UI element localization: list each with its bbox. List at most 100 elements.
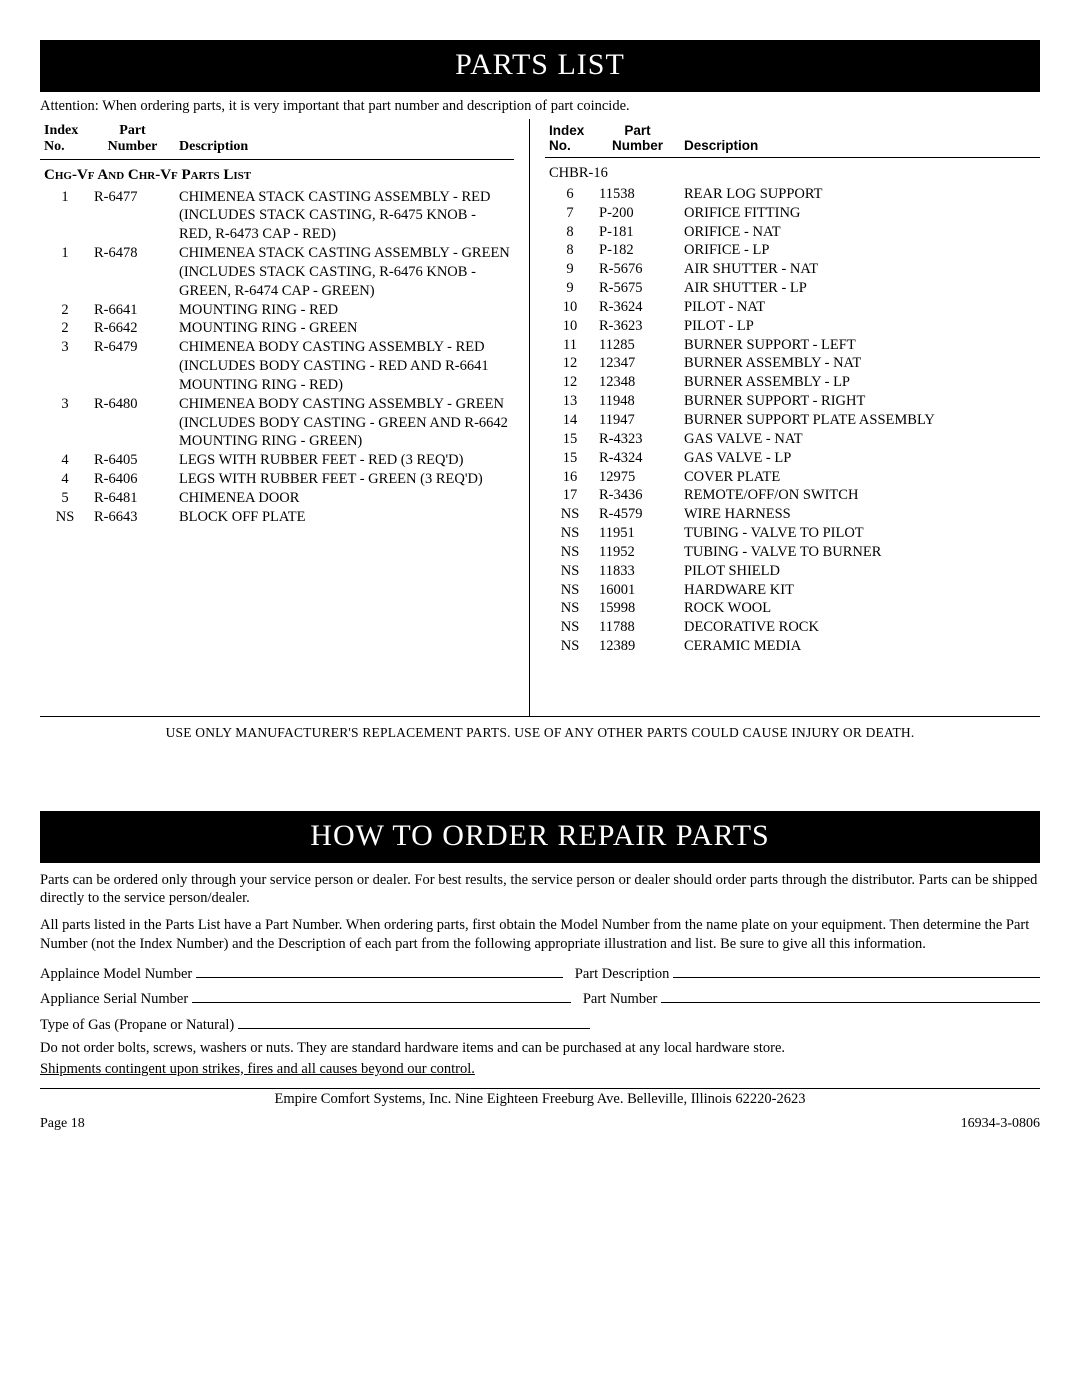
cell-part: R-4323 bbox=[595, 430, 680, 449]
cell-desc: REAR LOG SUPPORT bbox=[680, 185, 1040, 204]
table-row: 4R-6405LEGS WITH RUBBER FEET - RED (3 RE… bbox=[40, 451, 514, 470]
parts-tables: IndexNo. PartNumber Description Chg-Vf A… bbox=[40, 119, 1040, 717]
cell-desc: TUBING - VALVE TO PILOT bbox=[680, 524, 1040, 543]
table-row: NS11952TUBING - VALVE TO BURNER bbox=[545, 543, 1040, 562]
blank-line bbox=[192, 989, 571, 1004]
cell-index: 13 bbox=[545, 392, 595, 411]
table-row: NS16001HARDWARE KIT bbox=[545, 581, 1040, 600]
cell-part: 12975 bbox=[595, 468, 680, 487]
table-row: 8P-181ORIFICE - NAT bbox=[545, 223, 1040, 242]
table-row: 10R-3624PILOT - NAT bbox=[545, 298, 1040, 317]
cell-desc: ORIFICE - NAT bbox=[680, 223, 1040, 242]
cell-index: NS bbox=[545, 618, 595, 637]
order-title: HOW TO ORDER REPAIR PARTS bbox=[40, 811, 1040, 863]
cell-index: 4 bbox=[40, 470, 90, 489]
doc-number: 16934-3-0806 bbox=[961, 1116, 1040, 1132]
table-row: 9R-5676AIR SHUTTER - NAT bbox=[545, 260, 1040, 279]
cell-index: 8 bbox=[545, 223, 595, 242]
table-row: 7P-200ORIFICE FITTING bbox=[545, 204, 1040, 223]
cell-desc: TUBING - VALVE TO BURNER bbox=[680, 543, 1040, 562]
cell-desc: BURNER SUPPORT PLATE ASSEMBLY bbox=[680, 411, 1040, 430]
table-row: 1R-6477CHIMENEA STACK CASTING ASSEMBLY -… bbox=[40, 188, 514, 245]
cell-desc: AIR SHUTTER - NAT bbox=[680, 260, 1040, 279]
cell-index: 17 bbox=[545, 486, 595, 505]
table-row: 4R-6406LEGS WITH RUBBER FEET - GREEN (3 … bbox=[40, 470, 514, 489]
note-shipments: Shipments contingent upon strikes, fires… bbox=[40, 1061, 1040, 1078]
cell-part: R-4324 bbox=[595, 449, 680, 468]
cell-index: NS bbox=[545, 581, 595, 600]
cell-desc: CHIMENEA BODY CASTING ASSEMBLY - GREEN (… bbox=[175, 395, 514, 452]
table-row: 15R-4323GAS VALVE - NAT bbox=[545, 430, 1040, 449]
right-table: IndexNo. PartNumber Description CHBR-16 … bbox=[545, 123, 1040, 656]
cell-desc: PILOT - LP bbox=[680, 317, 1040, 336]
table-row: NS15998ROCK WOOL bbox=[545, 599, 1040, 618]
cell-index: 9 bbox=[545, 260, 595, 279]
right-section-header: CHBR-16 bbox=[545, 158, 1040, 185]
cell-desc: CHIMENEA STACK CASTING ASSEMBLY - GREEN … bbox=[175, 244, 514, 301]
cell-part: R-5675 bbox=[595, 279, 680, 298]
hdr-part-r: PartNumber bbox=[595, 123, 680, 158]
cell-part: 12348 bbox=[595, 373, 680, 392]
cell-desc: ORIFICE FITTING bbox=[680, 204, 1040, 223]
cell-index: 3 bbox=[40, 338, 90, 395]
cell-index: 12 bbox=[545, 373, 595, 392]
table-row: 1R-6478CHIMENEA STACK CASTING ASSEMBLY -… bbox=[40, 244, 514, 301]
cell-part: 16001 bbox=[595, 581, 680, 600]
cell-index: 5 bbox=[40, 489, 90, 508]
cell-part: 11947 bbox=[595, 411, 680, 430]
page-number: Page 18 bbox=[40, 1116, 85, 1132]
label-gas: Type of Gas (Propane or Natural) bbox=[40, 1017, 234, 1034]
cell-desc: PILOT - NAT bbox=[680, 298, 1040, 317]
cell-index: 6 bbox=[545, 185, 595, 204]
blank-line bbox=[196, 963, 563, 978]
table-row: 1111285BURNER SUPPORT - LEFT bbox=[545, 336, 1040, 355]
cell-desc: LEGS WITH RUBBER FEET - GREEN (3 REQ'D) bbox=[175, 470, 514, 489]
table-row: NSR-4579WIRE HARNESS bbox=[545, 505, 1040, 524]
cell-part: 12347 bbox=[595, 354, 680, 373]
cell-part: P-181 bbox=[595, 223, 680, 242]
label-serial: Appliance Serial Number bbox=[40, 991, 188, 1008]
parts-list-title: PARTS LIST bbox=[40, 40, 1040, 92]
blank-row-3: Type of Gas (Propane or Natural) bbox=[40, 1014, 590, 1034]
cell-part: R-6481 bbox=[90, 489, 175, 508]
cell-index: 10 bbox=[545, 298, 595, 317]
cell-part: P-200 bbox=[595, 204, 680, 223]
cell-desc: HARDWARE KIT bbox=[680, 581, 1040, 600]
hdr-index-r: IndexNo. bbox=[545, 123, 595, 158]
cell-index: NS bbox=[545, 505, 595, 524]
cell-index: 2 bbox=[40, 301, 90, 320]
table-row: 9R-5675AIR SHUTTER - LP bbox=[545, 279, 1040, 298]
table-row: 1212347BURNER ASSEMBLY - NAT bbox=[545, 354, 1040, 373]
cell-desc: BLOCK OFF PLATE bbox=[175, 508, 514, 527]
cell-part: 11833 bbox=[595, 562, 680, 581]
left-table: IndexNo. PartNumber Description Chg-Vf A… bbox=[40, 123, 514, 527]
cell-index: 15 bbox=[545, 449, 595, 468]
table-row: NS11788DECORATIVE ROCK bbox=[545, 618, 1040, 637]
table-row: 8P-182ORIFICE - LP bbox=[545, 241, 1040, 260]
blank-line bbox=[238, 1014, 590, 1029]
cell-index: NS bbox=[545, 637, 595, 656]
cell-desc: CHIMENEA STACK CASTING ASSEMBLY - RED (I… bbox=[175, 188, 514, 245]
cell-part: R-4579 bbox=[595, 505, 680, 524]
note-hardware: Do not order bolts, screws, washers or n… bbox=[40, 1040, 1040, 1057]
cell-index: 1 bbox=[40, 244, 90, 301]
cell-index: 4 bbox=[40, 451, 90, 470]
cell-desc: AIR SHUTTER - LP bbox=[680, 279, 1040, 298]
blank-line bbox=[673, 963, 1040, 978]
cell-desc: DECORATIVE ROCK bbox=[680, 618, 1040, 637]
label-part-num: Part Number bbox=[583, 991, 658, 1008]
cell-index: NS bbox=[545, 599, 595, 618]
cell-part: 11952 bbox=[595, 543, 680, 562]
table-row: 611538REAR LOG SUPPORT bbox=[545, 185, 1040, 204]
cell-part: R-3436 bbox=[595, 486, 680, 505]
cell-desc: BURNER ASSEMBLY - NAT bbox=[680, 354, 1040, 373]
cell-part: R-6477 bbox=[90, 188, 175, 245]
cell-index: NS bbox=[545, 524, 595, 543]
cell-index: 16 bbox=[545, 468, 595, 487]
cell-desc: WIRE HARNESS bbox=[680, 505, 1040, 524]
right-column: IndexNo. PartNumber Description CHBR-16 … bbox=[530, 119, 1040, 716]
table-row: NS12389CERAMIC MEDIA bbox=[545, 637, 1040, 656]
order-paragraph-2: All parts listed in the Parts List have … bbox=[40, 916, 1040, 953]
cell-index: 1 bbox=[40, 188, 90, 245]
cell-desc: BURNER SUPPORT - RIGHT bbox=[680, 392, 1040, 411]
